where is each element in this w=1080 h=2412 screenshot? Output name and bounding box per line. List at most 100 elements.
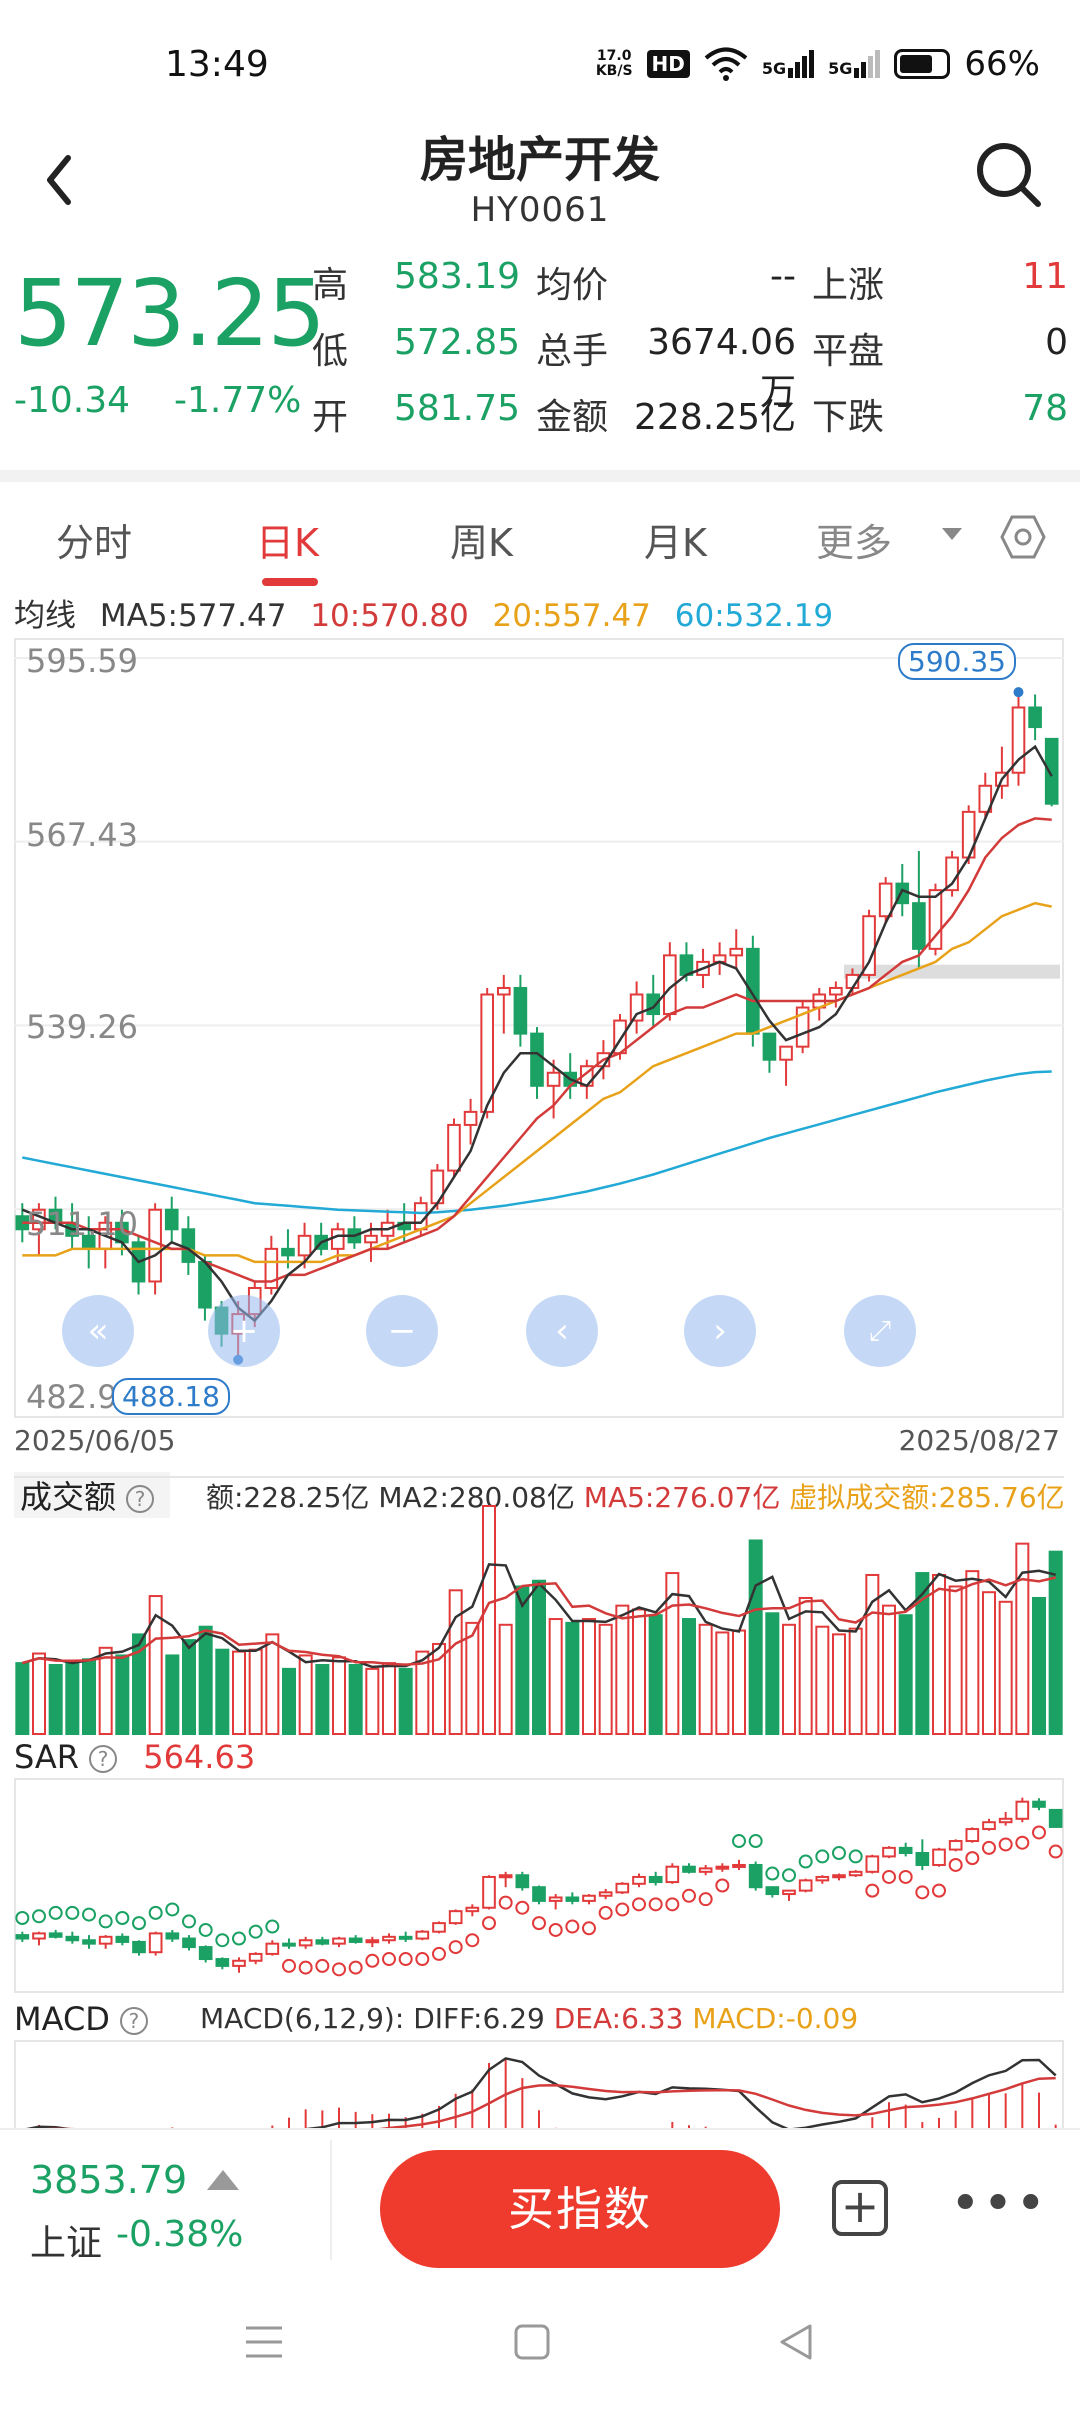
sar-dot <box>665 1897 680 1912</box>
volume-bar <box>1048 1550 1063 1735</box>
volume-bar <box>748 1539 763 1735</box>
period-tabs: 分时 日K 周K 月K 更多 <box>0 482 1080 592</box>
index-pct[interactable]: -0.38% <box>116 2214 244 2255</box>
max-price-label: 590.35 <box>898 643 1016 680</box>
scroll-left-button[interactable]: ‹ <box>526 1295 598 1367</box>
sar-dot <box>865 1883 880 1898</box>
volume-bar <box>1032 1596 1046 1735</box>
end-date: 2025/08/27 <box>898 1424 1060 1457</box>
sar-dot <box>248 1924 263 1939</box>
volume-bar <box>248 1648 263 1735</box>
add-watchlist-icon[interactable]: + <box>832 2180 888 2236</box>
volume-bar <box>732 1629 746 1735</box>
volume-bar <box>298 1654 313 1735</box>
sar-dot <box>848 1849 863 1864</box>
volume-bar <box>415 1650 430 1735</box>
candle <box>282 1942 296 1947</box>
sar-dot <box>732 1834 746 1849</box>
menu-icon[interactable] <box>244 2322 284 2362</box>
volume-bar <box>798 1596 813 1735</box>
ma20-value: 20:557.47 <box>492 598 651 634</box>
candle <box>248 1952 263 1962</box>
tab-daily-k[interactable]: 日K <box>256 521 319 565</box>
search-icon[interactable] <box>974 140 1044 210</box>
buy-index-button[interactable]: 买指数 <box>380 2150 780 2268</box>
volume-header[interactable]: 成交额? <box>14 1472 171 1518</box>
page-header: 房地产开发 HY0061 <box>0 120 1080 240</box>
sar-dot <box>582 1921 596 1936</box>
candle <box>732 1863 746 1868</box>
candlestick-chart[interactable] <box>14 638 1064 1418</box>
volume-bar <box>515 1585 530 1736</box>
page-title: 房地产开发 <box>419 132 660 188</box>
volume-bar <box>115 1654 130 1735</box>
candle <box>465 1906 480 1913</box>
scroll-right-button[interactable]: › <box>684 1295 756 1367</box>
scroll-start-button[interactable]: « <box>62 1295 134 1367</box>
current-price: 573.25 <box>14 260 326 367</box>
candle <box>729 947 744 957</box>
help-icon[interactable]: ? <box>89 1745 118 1773</box>
low-label: 低 <box>312 331 349 372</box>
tab-intraday[interactable]: 分时 <box>56 521 133 565</box>
vol-value: 3674.06万 <box>647 322 796 413</box>
index-value[interactable]: 3853.79 <box>30 2158 188 2202</box>
volume-bar <box>348 1664 363 1735</box>
ma20-line <box>22 901 1052 1264</box>
index-name[interactable]: 上证 <box>30 2223 103 2264</box>
hd-badge-icon: HD <box>646 50 690 78</box>
help-icon[interactable]: ? <box>126 1485 155 1513</box>
sar-dot <box>348 1960 363 1975</box>
volume-bar <box>332 1656 346 1735</box>
volume-bar <box>215 1648 230 1735</box>
volume-bar <box>482 1505 496 1735</box>
sar-dot <box>65 1905 80 1920</box>
back-arrow-icon[interactable] <box>40 150 80 210</box>
tab-more[interactable]: 更多 <box>816 521 893 565</box>
volume-bar <box>432 1642 446 1736</box>
volume-bar <box>598 1623 613 1735</box>
sar-dot <box>265 1919 280 1934</box>
candle <box>232 1959 246 1967</box>
candle <box>632 1875 646 1885</box>
tab-weekly-k[interactable]: 周K <box>450 521 513 565</box>
more-options-icon[interactable]: ••• <box>950 2174 1049 2234</box>
candle <box>132 1940 146 1954</box>
candle <box>530 1032 544 1087</box>
candle <box>198 1946 213 1961</box>
candle <box>164 1208 179 1231</box>
candle <box>965 1828 980 1843</box>
down-count: 78 <box>1022 388 1068 429</box>
fullscreen-button[interactable]: ⤢ <box>844 1295 916 1367</box>
sar-dot <box>782 1868 796 1883</box>
candle <box>782 1889 796 1896</box>
candle <box>1032 1800 1046 1808</box>
candle <box>715 1865 730 1870</box>
sar-dot <box>82 1907 96 1922</box>
amount-label: 金额 <box>536 397 609 438</box>
price-change: -10.34 <box>14 380 131 421</box>
tab-monthly-k[interactable]: 月K <box>644 521 707 565</box>
price-change-pct: -1.77% <box>174 380 302 421</box>
help-icon[interactable]: ? <box>119 2007 148 2035</box>
sar-dot <box>615 1902 630 1917</box>
settings-hexagon-icon[interactable] <box>1000 514 1046 560</box>
divider <box>0 470 1080 482</box>
avg-label: 均价 <box>536 265 609 306</box>
back-icon[interactable] <box>776 2322 816 2362</box>
volume-bar <box>265 1633 280 1735</box>
sar-dot <box>715 1878 730 1893</box>
up-triangle-icon <box>207 2170 239 2190</box>
active-tab-indicator <box>262 578 318 586</box>
candle <box>546 1071 561 1087</box>
zoom-in-button[interactable]: + <box>208 1295 280 1367</box>
y-tick-1: 595.59 <box>26 642 138 680</box>
dropdown-triangle-icon[interactable] <box>940 526 964 542</box>
high-label: 高 <box>312 265 349 306</box>
sar-dot <box>882 1869 896 1884</box>
macd-header[interactable]: MACD? <box>14 2000 158 2038</box>
zoom-out-button[interactable]: − <box>366 1295 438 1367</box>
candle <box>748 1863 763 1889</box>
sar-header[interactable]: SAR? 564.63 <box>14 1738 255 1776</box>
home-icon[interactable] <box>512 2322 552 2362</box>
